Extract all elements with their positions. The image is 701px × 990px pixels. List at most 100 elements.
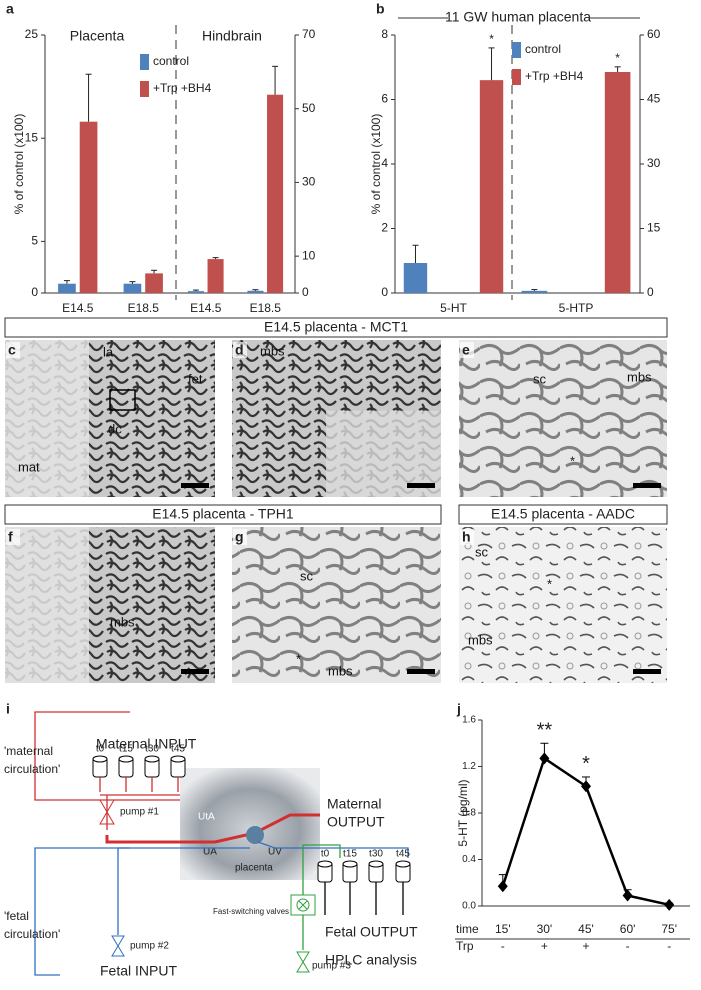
y-tick-label: 1.2 (462, 761, 476, 772)
placenta-label: placenta (235, 863, 273, 874)
sample-tube (144, 755, 160, 763)
panel-letter: f (8, 529, 13, 545)
y-tick-label: 6 (381, 92, 388, 106)
maternal-flow (105, 813, 320, 844)
valve-line (302, 844, 341, 950)
x-axis-label: time (456, 922, 479, 936)
pump-label: pump #2 (130, 941, 169, 952)
micrograph-header: E14.5 placenta - AADC (491, 506, 635, 522)
y-tick-label: 60 (647, 27, 661, 41)
y-tick-label: 4 (381, 156, 388, 170)
time-label: t45 (171, 744, 185, 755)
bracket (34, 711, 180, 801)
micrograph-label: la (103, 344, 114, 359)
micrograph-label: * (296, 651, 301, 666)
y-tick-label: 1.6 (462, 715, 476, 726)
time-label: t30 (145, 744, 159, 755)
tissue-light (5, 527, 89, 683)
micrograph-label: * (547, 576, 552, 591)
micrograph-label: sc (475, 544, 489, 559)
micrograph-label: dc (108, 421, 122, 436)
panel-letter: a (6, 1, 14, 17)
y-tick-label: 0 (302, 285, 309, 299)
micrograph-header: E14.5 placenta - TPH1 (152, 506, 294, 522)
letter-bg (233, 529, 247, 545)
placenta-node (246, 826, 264, 844)
panel-letter: e (462, 342, 470, 358)
y-tick-label: 70 (302, 27, 316, 41)
sample-tube (170, 755, 186, 763)
scale-bar (407, 483, 435, 488)
time-label: t45 (396, 849, 410, 860)
y-tick-label: 30 (302, 175, 316, 189)
bar (79, 121, 98, 293)
significance: * (615, 51, 620, 65)
y-axis-label: % of control (x100) (369, 114, 383, 215)
legend-swatch (512, 42, 521, 58)
legend-label: +Trp +BH4 (525, 69, 584, 83)
legend-label: control (525, 42, 561, 56)
legend-swatch (512, 69, 521, 85)
y-tick-label: 0.4 (462, 854, 476, 865)
panel-letter: d (235, 342, 244, 358)
pump (296, 951, 310, 973)
y-tick-label: 2 (381, 221, 388, 235)
sample-tube (92, 755, 108, 763)
bar (403, 263, 428, 293)
y-axis-label: % of control (x100) (12, 114, 26, 215)
micrograph-label: mbs (260, 343, 285, 358)
micrograph-label: mbs (110, 614, 135, 629)
y-tick-label: 5 (31, 234, 38, 248)
y-tick-label: 0.0 (462, 901, 476, 912)
vessel-label: UA (203, 847, 217, 858)
letter-bg (233, 342, 247, 358)
pump-label: pump #1 (120, 807, 159, 818)
x-tick-label: E18.5 (250, 301, 282, 315)
time-label: t0 (321, 849, 330, 860)
legend-label: +Trp +BH4 (153, 81, 212, 95)
x-tick-label: 5-HTP (559, 301, 594, 315)
x-tick-label: 5-HT (440, 301, 467, 315)
legend-swatch (140, 81, 149, 97)
panel-letter: b (376, 1, 385, 17)
scale-bar (407, 669, 435, 674)
x-tick-label: 45' (578, 922, 594, 936)
circulation-label: 'fetal (4, 909, 29, 923)
letter-bg (6, 342, 20, 358)
input-label: Maternal INPUT (96, 736, 197, 752)
letter-bg (6, 529, 20, 545)
bar (145, 273, 163, 293)
bar (58, 283, 76, 293)
sample-tube (395, 860, 411, 868)
y-tick-label: 0.8 (462, 808, 476, 819)
y-tick-label: 15 (25, 130, 39, 144)
legend-swatch (140, 54, 149, 70)
chart-title: Placenta (70, 28, 125, 44)
row-value: - (626, 939, 630, 953)
micrograph (459, 527, 667, 683)
marker (664, 898, 675, 911)
scale-bar (181, 669, 209, 674)
micrograph-label: mbs (468, 632, 493, 647)
micrograph-label: mbs (328, 663, 353, 678)
panel-letter: g (235, 529, 244, 545)
y-tick-label: 45 (647, 92, 661, 106)
valve (290, 894, 316, 916)
marker (581, 780, 591, 793)
chart-title: 11 GW human placenta (445, 9, 591, 25)
circulation-label: circulation' (4, 927, 60, 941)
panel-letter: h (462, 529, 471, 545)
bar (267, 94, 284, 293)
y-tick-label: 30 (647, 156, 661, 170)
micrograph-label: fet (188, 371, 203, 386)
header-box (4, 317, 668, 338)
micrograph-label: mbs (627, 369, 652, 384)
output-label: OUTPUT (327, 814, 385, 830)
micrograph (232, 527, 441, 683)
time-label: t0 (96, 744, 105, 755)
input-label: Fetal INPUT (100, 963, 177, 979)
bar (521, 290, 548, 293)
valve (298, 900, 308, 910)
